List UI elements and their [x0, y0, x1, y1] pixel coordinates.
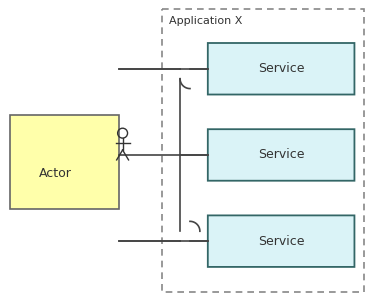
Text: Service: Service: [258, 235, 304, 248]
Text: Application X: Application X: [169, 16, 243, 26]
Bar: [162, 9, 364, 292]
Text: Actor: Actor: [39, 167, 72, 180]
Text: Service: Service: [258, 148, 304, 161]
Text: Service: Service: [258, 62, 304, 75]
FancyBboxPatch shape: [208, 129, 355, 181]
FancyBboxPatch shape: [208, 43, 355, 95]
Bar: [10, 115, 119, 209]
FancyBboxPatch shape: [208, 216, 355, 267]
